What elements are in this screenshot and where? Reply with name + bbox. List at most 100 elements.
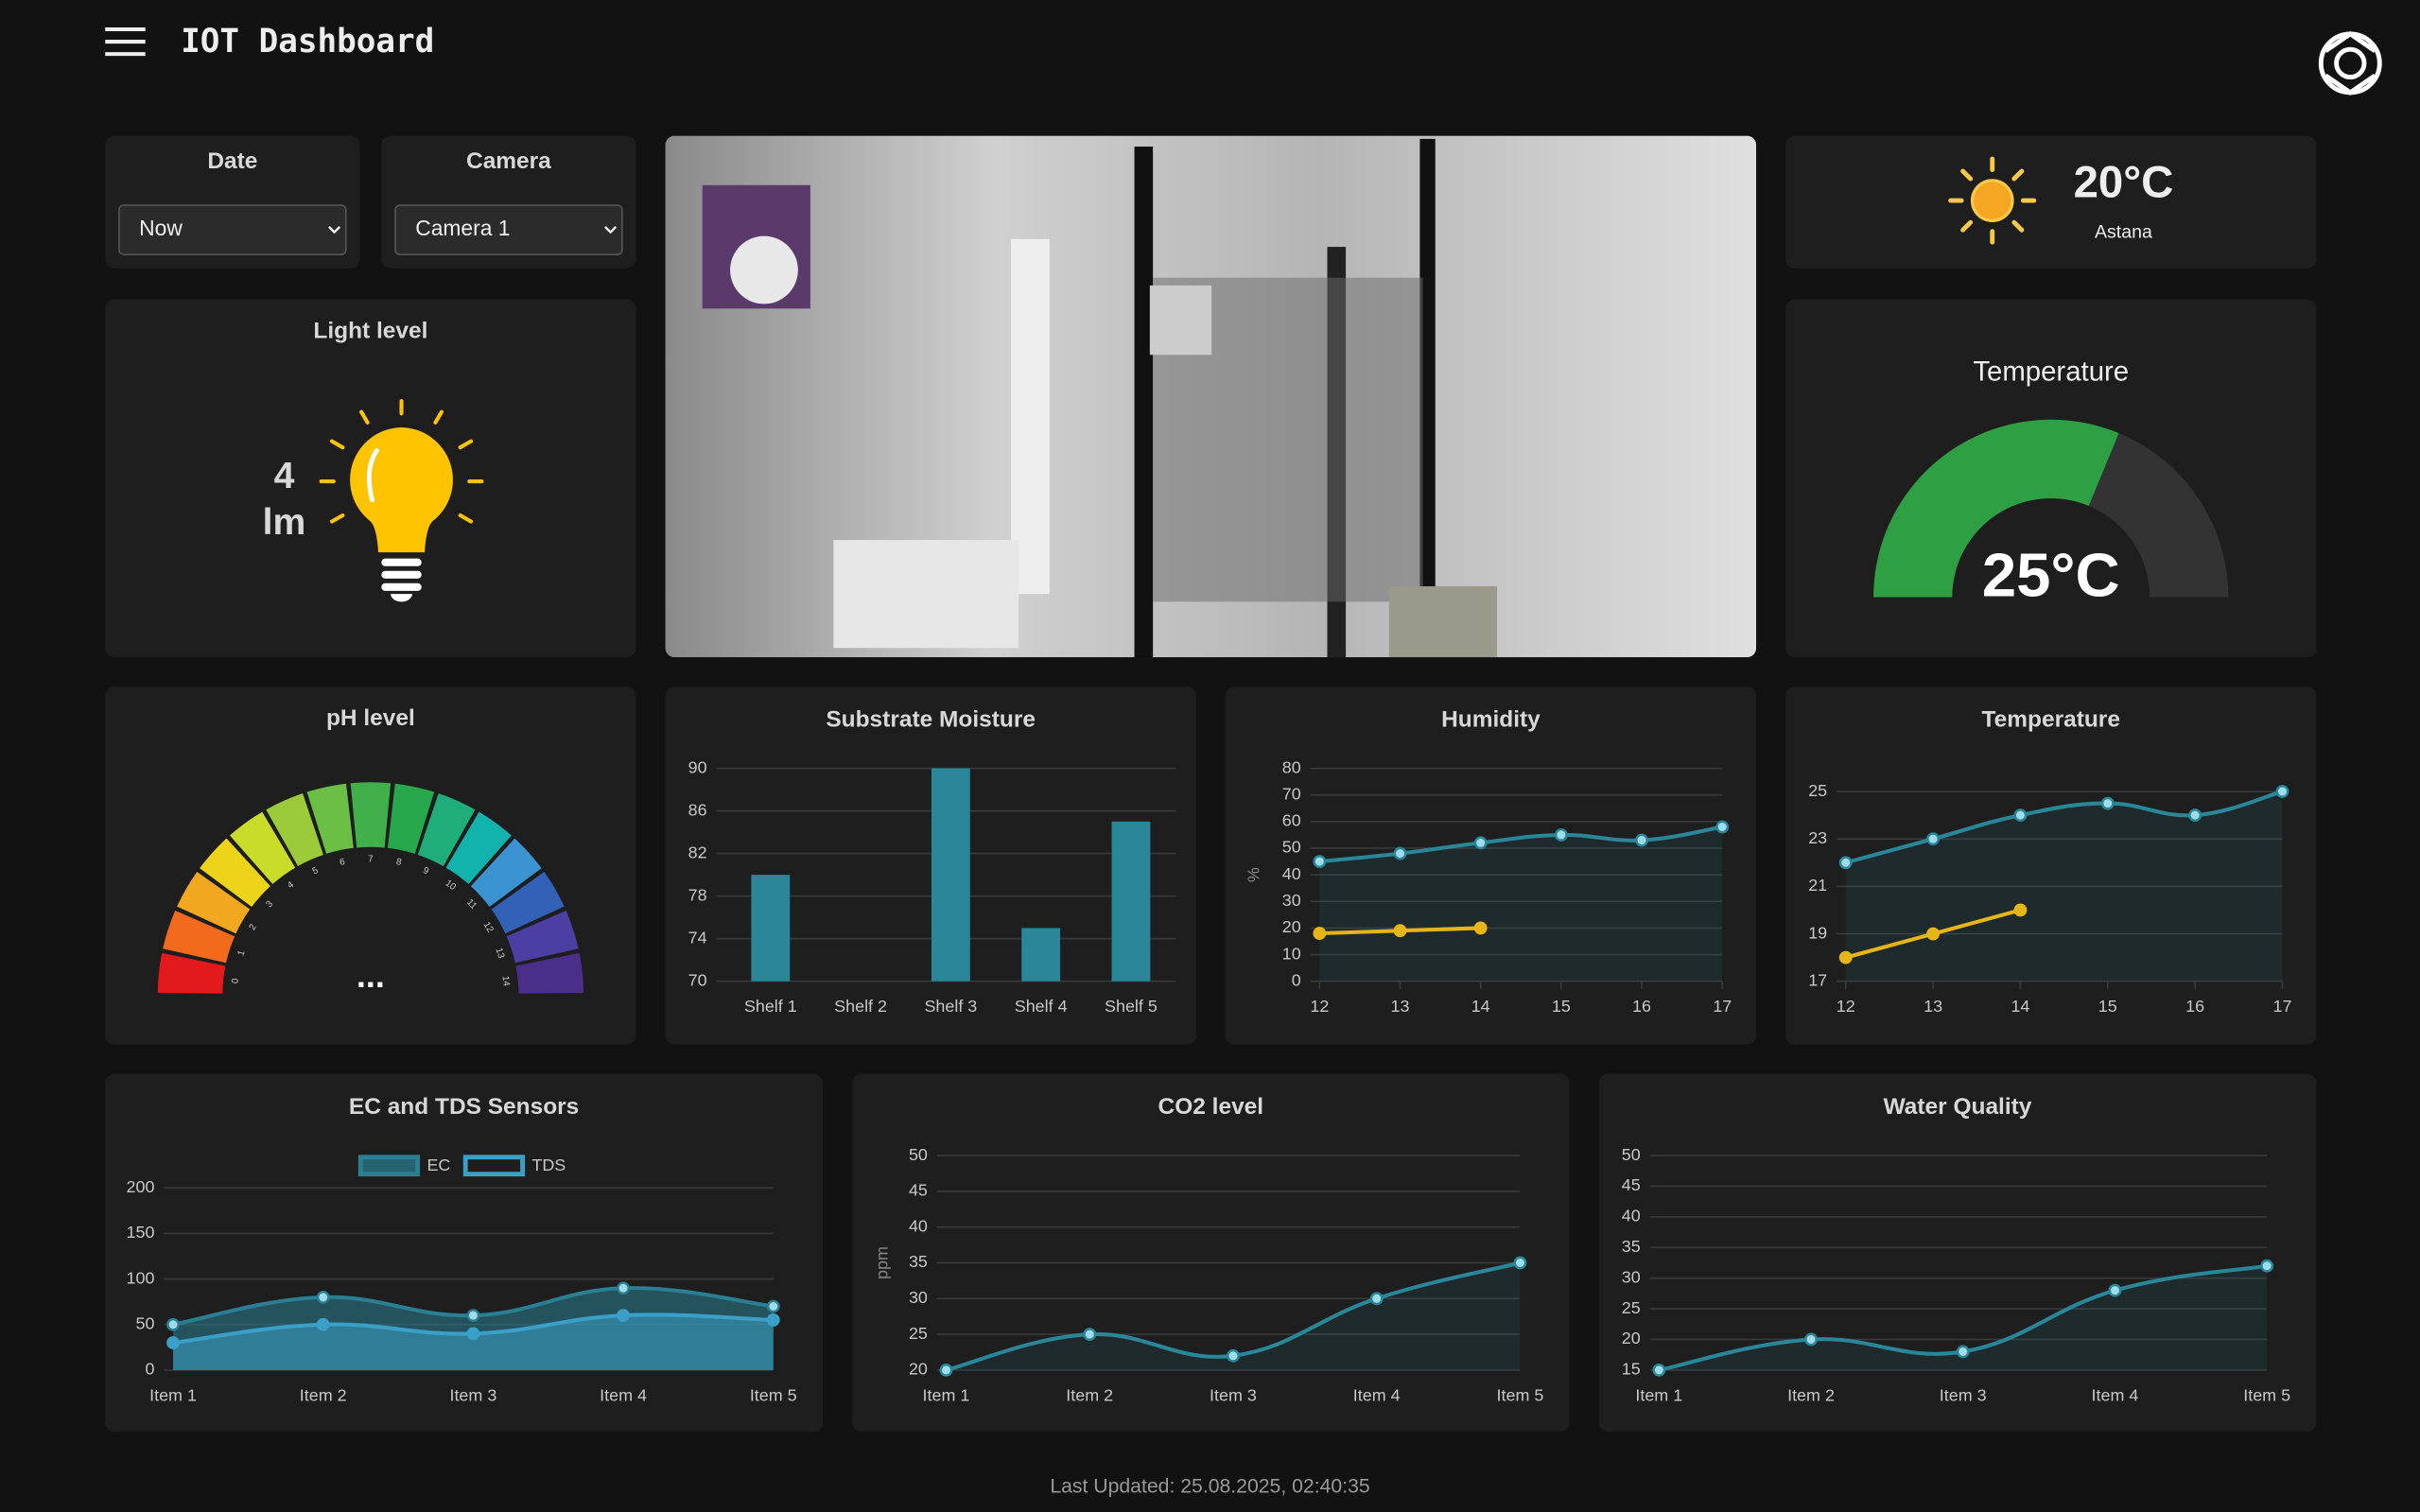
y-tick-label: 40 [1282, 864, 1301, 883]
chevron [604, 225, 618, 235]
y-tick-label: 78 [688, 885, 707, 904]
select-value: Now [139, 216, 183, 240]
ph-segment [306, 783, 354, 854]
legend-swatch [462, 1155, 526, 1177]
x-tick-label: 12 [1837, 997, 1855, 1016]
x-tick-label: 17 [1713, 997, 1732, 1016]
x-tick-label: Item 4 [600, 1385, 647, 1404]
x-tick-label: 14 [2011, 997, 2029, 1016]
bulb-shine [366, 447, 379, 503]
y-tick-label: 86 [688, 800, 707, 819]
bulb-base [381, 558, 422, 566]
select-value: Camera 1 [415, 216, 510, 240]
card [1785, 686, 2317, 1045]
data-point [1652, 1363, 1666, 1377]
card-title: pH level [326, 705, 415, 731]
y-tick-label: 30 [909, 1288, 928, 1307]
data-point [1369, 1292, 1384, 1306]
y-tick-label: 70 [688, 970, 707, 989]
data-point [1313, 927, 1327, 940]
data-point [1838, 856, 1853, 870]
card [105, 1073, 823, 1433]
data-point [617, 1309, 631, 1323]
y-tick-label: 20 [909, 1360, 928, 1379]
data-point [1926, 832, 1941, 846]
y-tick-label: 50 [909, 1145, 928, 1164]
data-point [1554, 827, 1568, 842]
x-tick-label: Item 1 [1635, 1385, 1682, 1404]
legend-label: EC [427, 1156, 450, 1174]
legend-label: TDS [531, 1156, 566, 1174]
select[interactable] [394, 204, 623, 256]
ph-tick-label: 3 [264, 899, 275, 910]
footer: Last Updated: 25.08.2025, 02:40:35 [1050, 1476, 1369, 1498]
x-tick-label: Item 3 [1210, 1385, 1257, 1404]
card [1785, 135, 2317, 269]
weather-temp: 20°C [2074, 157, 2174, 207]
logo[interactable] [2318, 30, 2382, 96]
ph-segment [163, 910, 235, 964]
data-point [466, 1309, 480, 1323]
x-tick-label: Item 2 [1787, 1385, 1835, 1404]
data-point [1473, 836, 1488, 850]
data-point [2013, 808, 2028, 823]
bulb-ray [359, 409, 370, 425]
bar [751, 875, 791, 982]
y-tick-label: 80 [1282, 757, 1301, 776]
y-tick-label: 19 [1808, 923, 1827, 942]
y-tick-label: 25 [1622, 1298, 1641, 1317]
control-label: Date [207, 148, 257, 174]
x-tick-label: Item 5 [1497, 1385, 1544, 1404]
card-title: Temperature [1973, 356, 2129, 388]
y-tick-label: 35 [1622, 1237, 1641, 1256]
x-tick-label: 16 [2185, 997, 2204, 1016]
x-tick-label: Item 5 [2243, 1385, 2290, 1404]
sun-ray [2011, 168, 2025, 182]
bulb-ray [330, 439, 345, 450]
ph-segment [470, 838, 542, 908]
x-tick-label: Shelf 1 [744, 997, 797, 1016]
data-point [1313, 855, 1327, 868]
card [105, 686, 636, 1045]
x-tick-label: 13 [1924, 997, 1942, 1016]
ph-segment [417, 792, 476, 866]
ph-segment [200, 838, 270, 908]
sun-ray [1960, 219, 1974, 233]
data-point [617, 1281, 631, 1295]
bar [1111, 821, 1151, 982]
x-tick-label: 13 [1391, 997, 1410, 1016]
ph-segment [157, 952, 226, 994]
ph-tick-label: 7 [368, 854, 373, 864]
y-tick-label: 150 [127, 1223, 155, 1242]
select[interactable] [118, 204, 347, 256]
bulb-base [381, 570, 422, 579]
series-area [1319, 826, 1723, 982]
data-point [466, 1327, 480, 1341]
data-point [2188, 808, 2202, 823]
data-point [766, 1299, 780, 1313]
y-tick-label: 21 [1808, 876, 1827, 895]
y-tick-label: 0 [145, 1360, 154, 1379]
y-tick-label: 30 [1282, 891, 1301, 910]
x-tick-label: Item 5 [750, 1385, 797, 1404]
y-tick-label: 60 [1282, 811, 1301, 830]
x-tick-label: Item 4 [2092, 1385, 2139, 1404]
data-point [1956, 1345, 1970, 1359]
y-tick-label: 200 [127, 1177, 155, 1196]
data-point [1393, 924, 1407, 938]
y-tick-label: 15 [1622, 1360, 1641, 1379]
x-tick-label: 14 [1471, 997, 1490, 1016]
y-tick-label: 40 [1622, 1207, 1641, 1225]
y-tick-label: 35 [909, 1252, 928, 1271]
data-point [939, 1363, 953, 1377]
chart-title: Humidity [1441, 706, 1541, 732]
x-tick-label: Shelf 5 [1105, 997, 1158, 1016]
chart-title: Substrate Moisture [826, 706, 1036, 732]
y-tick-label: 45 [909, 1181, 928, 1200]
menu-button[interactable] [105, 26, 146, 57]
chart-title: Temperature [1982, 706, 2120, 732]
x-tick-label: 15 [1552, 997, 1571, 1016]
x-tick-label: 17 [2273, 997, 2292, 1016]
y-tick-label: 0 [1292, 970, 1301, 989]
